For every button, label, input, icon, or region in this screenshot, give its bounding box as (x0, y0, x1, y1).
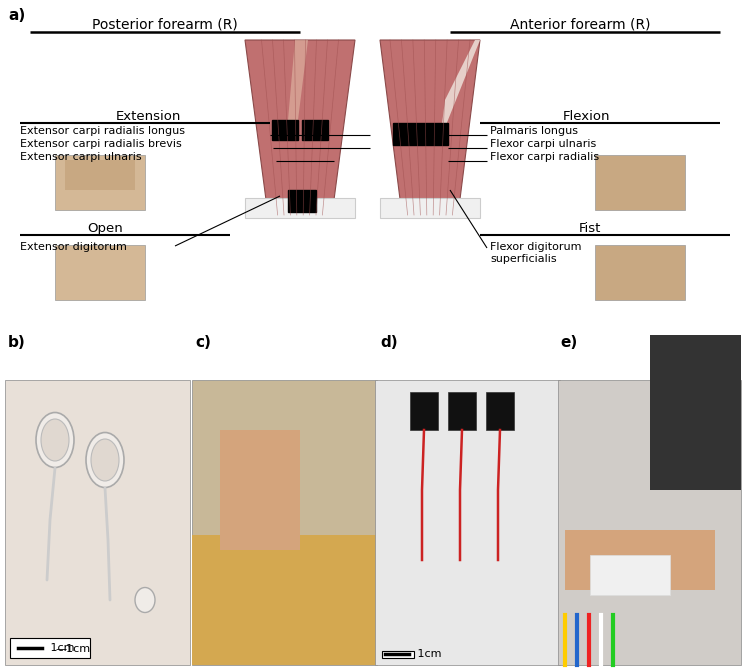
Text: d): d) (380, 335, 398, 350)
Text: Open: Open (87, 222, 123, 235)
Text: Extension: Extension (116, 110, 181, 123)
Bar (565, 530, 715, 590)
Text: Extensor carpi radialis brevis: Extensor carpi radialis brevis (20, 139, 182, 149)
Bar (558, 380, 741, 665)
Text: Posterior forearm (R): Posterior forearm (R) (92, 18, 238, 32)
Ellipse shape (86, 433, 124, 488)
Text: Fist: Fist (579, 222, 601, 235)
Ellipse shape (36, 413, 74, 468)
Ellipse shape (41, 419, 69, 461)
Text: b): b) (8, 335, 26, 350)
Bar (220, 430, 300, 550)
Text: Anterior forearm (R): Anterior forearm (R) (510, 18, 651, 32)
Bar (10, 638, 90, 658)
Bar (55, 155, 145, 210)
Bar (410, 392, 438, 430)
Bar (393, 123, 448, 145)
Bar (5, 380, 190, 665)
Bar (65, 160, 135, 190)
Bar (288, 190, 316, 212)
Bar (16, 647, 44, 650)
Polygon shape (440, 40, 480, 140)
Text: Extensor digitorum: Extensor digitorum (20, 242, 127, 252)
Bar (590, 555, 670, 595)
Polygon shape (288, 40, 308, 120)
Text: a): a) (8, 8, 25, 23)
Text: Flexor carpi ulnaris: Flexor carpi ulnaris (490, 139, 596, 149)
Bar (55, 245, 145, 300)
Bar (595, 245, 685, 300)
Text: Palmaris longus: Palmaris longus (490, 126, 578, 136)
Text: superficialis: superficialis (490, 254, 557, 264)
Bar (448, 392, 476, 430)
Bar (245, 198, 355, 218)
Text: c): c) (195, 335, 211, 350)
Bar (302, 120, 328, 140)
Bar (192, 380, 377, 665)
Text: e): e) (560, 335, 577, 350)
Bar (486, 392, 514, 430)
Text: Extensor carpi ulnaris: Extensor carpi ulnaris (20, 152, 142, 162)
Bar (14, 645, 46, 652)
Text: 1cm: 1cm (414, 649, 442, 659)
Text: Flexion: Flexion (563, 110, 611, 123)
Bar (192, 535, 377, 665)
Bar (650, 335, 741, 490)
Bar (272, 120, 298, 140)
Polygon shape (380, 40, 480, 215)
Bar (375, 380, 560, 665)
Text: Extensor carpi radialis longus: Extensor carpi radialis longus (20, 126, 185, 136)
Bar (595, 155, 685, 210)
Ellipse shape (91, 439, 119, 481)
Text: 1cm: 1cm (47, 643, 75, 653)
Ellipse shape (135, 588, 155, 612)
Text: Flexor carpi radialis: Flexor carpi radialis (490, 152, 599, 162)
Text: Flexor digitorum: Flexor digitorum (490, 242, 581, 252)
Bar (15, 647, 45, 650)
Text: —1cm: —1cm (55, 644, 90, 654)
Bar (382, 651, 414, 658)
Bar (380, 198, 480, 218)
Polygon shape (245, 40, 355, 215)
